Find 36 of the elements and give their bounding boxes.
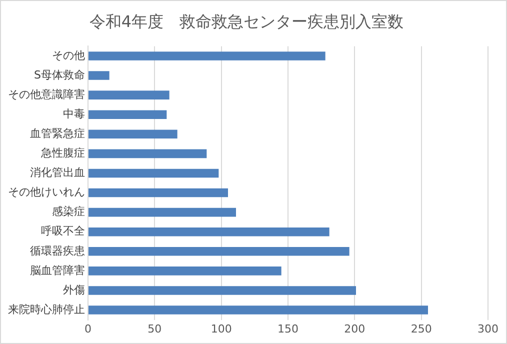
bar [88,306,428,314]
y-tick-label: S母体救命 [34,68,85,82]
y-tick-label: 脳血管障害 [30,264,85,277]
x-tick-label: 50 [148,322,162,336]
y-tick-label: 消化管出血 [30,166,85,180]
bar [88,71,110,80]
bar [88,52,326,60]
y-tick-label: その他けいれん [8,186,85,199]
bar [88,110,167,119]
chart-title: 令和4年度 救命救急センター疾患別入室数 [89,12,404,31]
bar [88,266,282,276]
bar [88,188,228,198]
bar [88,208,236,217]
y-tick-label: 中毒 [63,107,85,120]
x-tick-label: 200 [344,322,366,336]
bar [88,149,207,158]
x-tick-label: 100 [210,322,232,336]
bar [88,286,356,295]
x-tick-label: 250 [410,322,432,336]
y-tick-label: その他意識障害 [8,88,85,101]
bar [88,168,219,178]
y-tick-label: その他 [52,48,85,62]
bar [88,130,178,139]
y-tick-label: 呼吸不全 [41,224,85,238]
y-tick-label: 来院時心肺停止 [8,302,85,316]
bar [88,227,330,236]
y-tick-label: 循環器疾患 [30,244,85,258]
y-tick-label: 外傷 [63,283,85,296]
x-tick-label: 0 [84,322,92,336]
y-tick-label: 血管緊急症 [30,127,85,140]
y-tick-label: 感染症 [52,205,85,218]
bar [88,247,350,256]
x-tick-label: 300 [478,322,498,336]
y-tick-label: 急性腹症 [40,146,85,160]
x-tick-label: 150 [278,322,298,336]
bar [88,90,170,100]
